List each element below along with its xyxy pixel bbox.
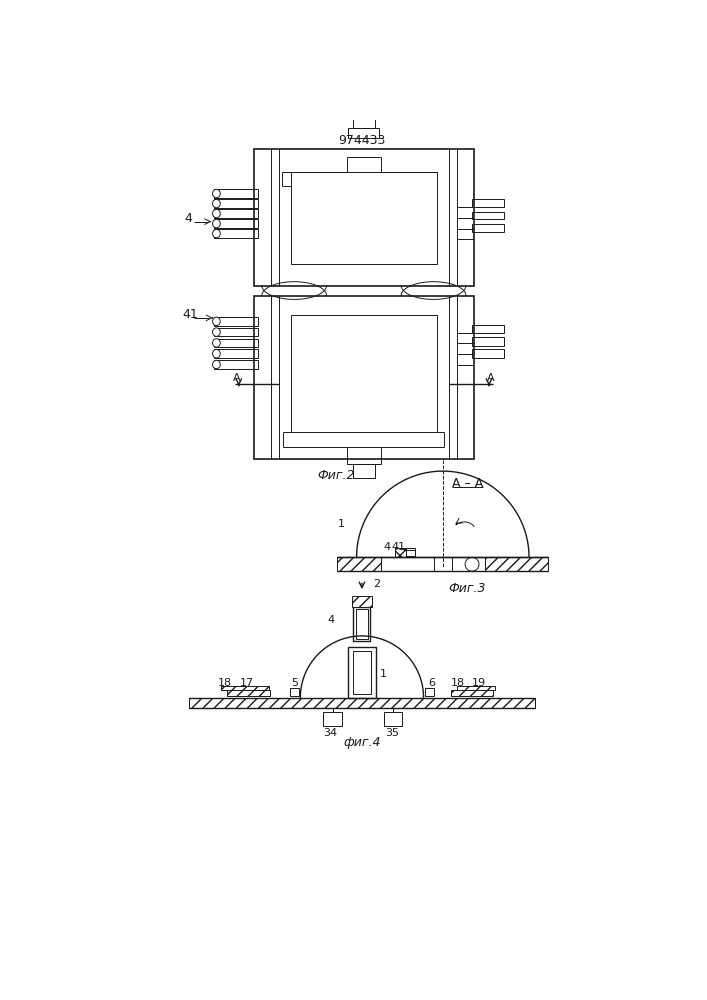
Text: 4: 4 [327, 615, 334, 625]
Text: 35: 35 [385, 728, 399, 738]
Bar [356, 609, 368, 639]
Bar [425, 688, 434, 696]
Bar [291, 315, 437, 432]
Bar [337, 557, 381, 571]
Bar [290, 688, 299, 696]
Circle shape [465, 557, 479, 571]
Bar [348, 647, 376, 698]
Ellipse shape [213, 229, 221, 238]
Bar [354, 607, 370, 641]
Text: 4: 4 [384, 542, 391, 552]
Ellipse shape [213, 339, 221, 347]
Bar [189, 698, 535, 708]
Ellipse shape [213, 219, 221, 228]
Bar [353, 117, 375, 128]
Bar [291, 172, 437, 264]
Bar [349, 128, 379, 138]
Text: A: A [233, 373, 241, 383]
Text: 19: 19 [472, 678, 486, 688]
Bar [324, 712, 342, 726]
Text: 6: 6 [428, 678, 435, 688]
Bar [358, 109, 370, 118]
Text: 1: 1 [338, 519, 345, 529]
Text: 2: 2 [373, 579, 380, 589]
Bar [214, 339, 258, 347]
Text: A: A [486, 373, 494, 383]
Bar [214, 209, 258, 218]
Text: 18: 18 [218, 678, 232, 688]
Bar [472, 325, 504, 333]
Bar [214, 199, 258, 208]
Bar [214, 189, 258, 198]
Text: 34: 34 [324, 728, 337, 738]
Bar [254, 296, 474, 459]
Bar [347, 447, 381, 464]
Bar [221, 686, 269, 690]
Ellipse shape [213, 349, 221, 358]
Bar [472, 199, 504, 207]
Text: Фиг.2: Фиг.2 [317, 469, 356, 482]
Text: 18: 18 [451, 678, 465, 688]
Text: 974433: 974433 [338, 134, 385, 147]
Bar [254, 149, 474, 286]
Bar [214, 328, 258, 336]
Bar [352, 596, 372, 607]
Bar [433, 557, 452, 571]
Bar [214, 360, 258, 369]
Bar [214, 219, 258, 228]
Bar [227, 690, 269, 696]
Text: 1: 1 [380, 669, 387, 679]
Bar [472, 349, 504, 358]
Ellipse shape [213, 199, 221, 208]
Bar [214, 349, 258, 358]
Text: фиг.4: фиг.4 [343, 736, 380, 749]
Text: 41: 41 [392, 542, 406, 552]
Bar [406, 548, 415, 557]
Ellipse shape [213, 317, 221, 326]
Text: A – A: A – A [452, 477, 483, 490]
Text: 41: 41 [182, 308, 198, 321]
Bar [485, 557, 549, 571]
Bar [214, 229, 258, 238]
Text: 5: 5 [291, 678, 298, 688]
Ellipse shape [213, 189, 221, 198]
Bar [472, 224, 504, 232]
Text: 17: 17 [240, 678, 254, 688]
Text: 4: 4 [185, 212, 193, 225]
Bar [457, 686, 495, 690]
Ellipse shape [213, 209, 221, 218]
Bar [353, 651, 371, 694]
Bar [406, 550, 415, 556]
Bar [472, 337, 504, 346]
Bar [395, 548, 406, 557]
Ellipse shape [213, 360, 221, 369]
Bar [450, 690, 493, 696]
Text: Фиг.3: Фиг.3 [449, 582, 486, 595]
Ellipse shape [213, 328, 221, 336]
Bar [472, 212, 504, 219]
Bar [214, 317, 258, 326]
Bar [383, 712, 402, 726]
Bar [353, 464, 375, 478]
